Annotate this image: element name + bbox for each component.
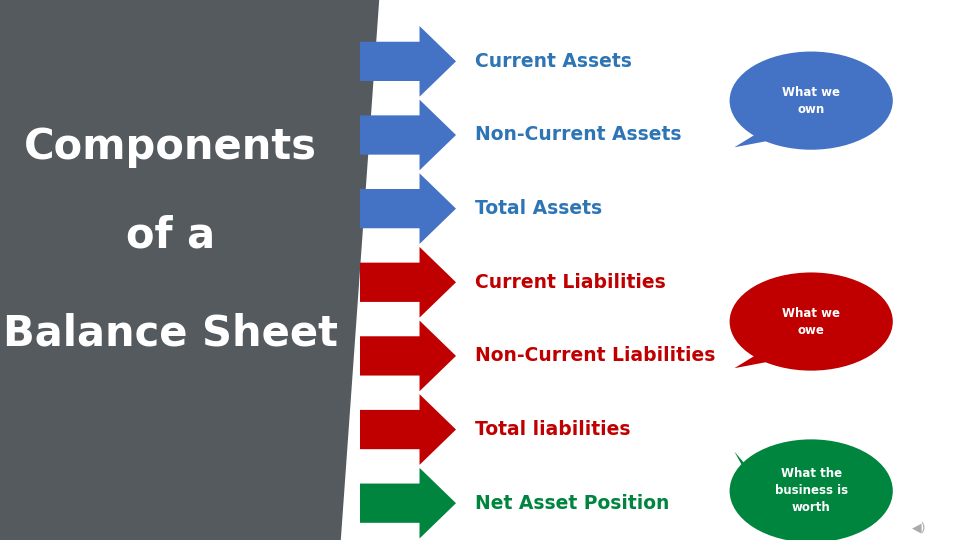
- Ellipse shape: [730, 51, 893, 150]
- Text: of a: of a: [126, 214, 215, 256]
- Polygon shape: [734, 346, 799, 368]
- Text: Net Asset Position: Net Asset Position: [475, 494, 669, 512]
- Text: Non-Current Liabilities: Non-Current Liabilities: [475, 346, 715, 366]
- Polygon shape: [734, 451, 799, 527]
- Ellipse shape: [730, 273, 893, 370]
- Polygon shape: [360, 468, 456, 538]
- Text: What we
owe: What we owe: [782, 307, 840, 336]
- Text: Components: Components: [24, 126, 317, 168]
- Polygon shape: [360, 247, 456, 318]
- Text: What the
business is
worth: What the business is worth: [775, 468, 848, 515]
- Text: ◀): ◀): [912, 521, 927, 534]
- Text: Total liabilities: Total liabilities: [475, 420, 631, 439]
- Polygon shape: [734, 125, 799, 147]
- Polygon shape: [360, 321, 456, 392]
- Polygon shape: [360, 26, 456, 97]
- Ellipse shape: [730, 440, 893, 540]
- Text: Current Liabilities: Current Liabilities: [475, 273, 666, 292]
- Polygon shape: [360, 173, 456, 244]
- Text: Non-Current Assets: Non-Current Assets: [475, 125, 682, 145]
- Text: Balance Sheet: Balance Sheet: [3, 313, 338, 355]
- Text: Current Assets: Current Assets: [475, 52, 632, 71]
- Polygon shape: [360, 100, 456, 170]
- Text: What we
own: What we own: [782, 86, 840, 116]
- Polygon shape: [0, 0, 379, 540]
- Polygon shape: [360, 394, 456, 465]
- Text: Total Assets: Total Assets: [475, 199, 602, 218]
